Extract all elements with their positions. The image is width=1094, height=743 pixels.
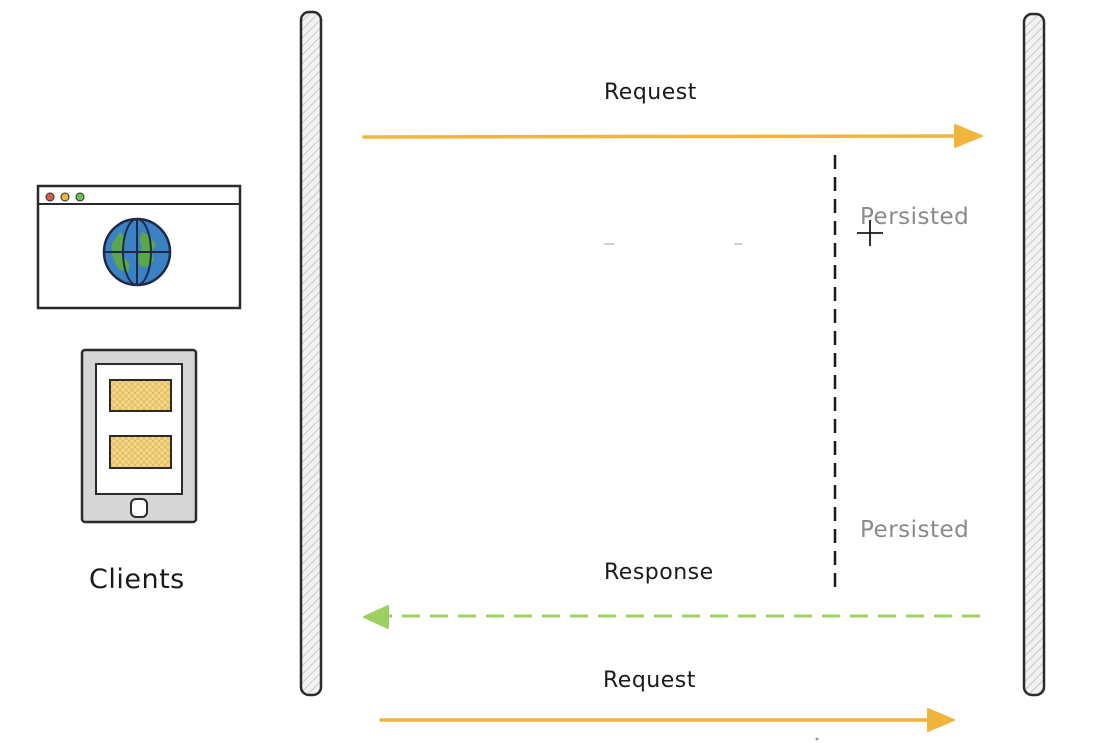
- request-label-top: Request: [604, 80, 697, 105]
- faint-dot: [815, 737, 819, 741]
- window-close-dot-icon: [45, 192, 55, 202]
- persisted-label-bottom: Persisted: [860, 517, 970, 543]
- response-label: Response: [604, 560, 714, 585]
- right-pillar: [1022, 12, 1046, 697]
- request-arrow-bottom: [379, 708, 955, 732]
- left-pillar: [299, 10, 323, 697]
- persisted-label-top: Persisted: [860, 204, 970, 230]
- home-button-icon: [130, 498, 148, 518]
- globe-icon: [102, 217, 172, 287]
- request-label-bottom: Request: [603, 668, 696, 693]
- crosshair-cursor-icon: [857, 220, 883, 246]
- app-card-top: [109, 379, 172, 412]
- app-card-bottom: [109, 435, 172, 469]
- request-arrow-top: [362, 124, 983, 148]
- mobile-device-icon: [80, 348, 198, 524]
- response-arrow: [363, 605, 980, 629]
- window-minimize-dot-icon: [60, 192, 70, 202]
- browser-window-icon: [36, 184, 242, 310]
- clients-label: Clients: [89, 564, 185, 595]
- window-maximize-dot-icon: [75, 192, 85, 202]
